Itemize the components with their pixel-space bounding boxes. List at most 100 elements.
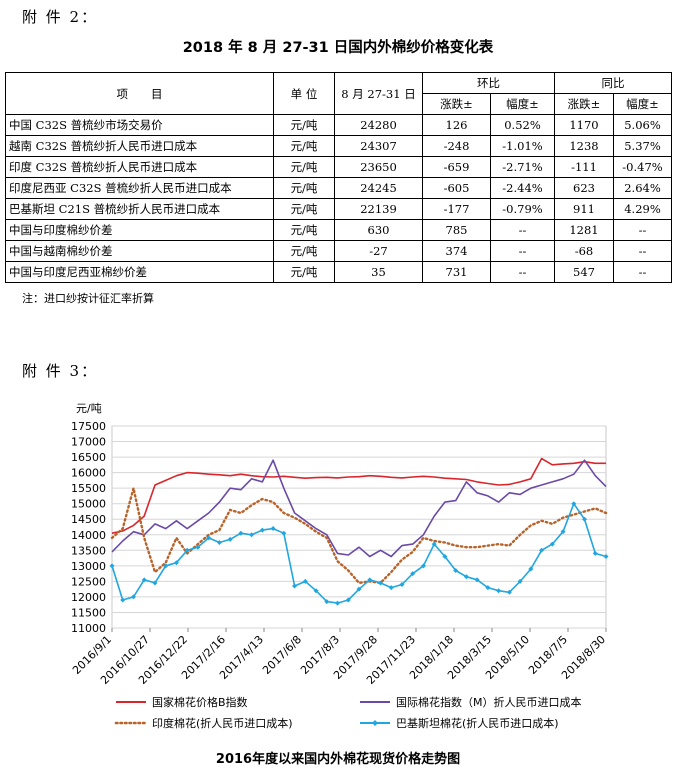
- series-point-3: [335, 600, 341, 606]
- legend-label-3: 巴基斯坦棉花(折人民币进口成本): [396, 716, 559, 730]
- y-axis-label: 元/吨: [76, 402, 102, 415]
- table-row: 巴基斯坦 C21S 普梳纱折人民币进口成本 元/吨 22139 -177 -0.79% 9…: [5, 198, 672, 220]
- series-point-3: [367, 577, 373, 583]
- cell-yoy-rate: 5.37%: [613, 135, 672, 157]
- cell-price: 22139: [334, 198, 423, 220]
- cell-price: 24280: [334, 114, 423, 136]
- cell-yoy-rate: --: [613, 219, 672, 241]
- series-point-3: [238, 530, 244, 536]
- table-note: 注：进口纱按计征汇率折算: [22, 292, 154, 305]
- y-tick-label: 14000: [71, 529, 106, 542]
- series-point-3: [227, 536, 233, 542]
- cell-mom-rate: --: [490, 219, 555, 241]
- cell-mom-rate: -0.79%: [490, 198, 555, 220]
- series-line-0: [111, 457, 606, 534]
- series-point-3: [582, 516, 588, 522]
- series-point-3: [152, 580, 158, 586]
- series-point-3: [249, 532, 255, 538]
- cell-unit: 元/吨: [273, 114, 335, 136]
- series-point-3: [517, 578, 523, 584]
- chart-caption: 2016年度以来国内外棉花现货价格走势图: [215, 752, 461, 767]
- y-tick-label: 14500: [71, 513, 106, 526]
- series-point-3: [281, 530, 287, 536]
- series-point-3: [603, 554, 609, 560]
- series-point-3: [216, 540, 222, 546]
- table-row: 中国与印度棉纱价差 元/吨 630 785 -- 1281 --: [5, 219, 672, 241]
- cell-yoy-rate: -0.47%: [613, 156, 672, 178]
- series-point-3: [259, 527, 265, 533]
- series-point-3: [528, 566, 534, 572]
- attachment-3-label: 附 件 3：: [22, 362, 99, 380]
- series-point-3: [109, 563, 115, 569]
- legend-label-2: 印度棉花(折人民币进口成本): [152, 716, 293, 730]
- series-point-3: [324, 599, 330, 605]
- cell-mom-change: -177: [422, 198, 491, 220]
- table-body: 中国 C32S 普梳纱市场交易价 元/吨 24280 126 0.52% 1170 5.06…: [5, 114, 672, 283]
- cell-name: 中国 C32S 普梳纱市场交易价: [5, 114, 274, 136]
- series-point-3: [173, 560, 179, 566]
- cell-yoy-change: 1238: [554, 135, 614, 157]
- series-point-3: [506, 589, 512, 595]
- header-mom: 环比: [422, 72, 555, 94]
- y-tick-label: 16000: [71, 467, 106, 480]
- series-point-3: [206, 535, 212, 541]
- series-point-3: [356, 586, 362, 592]
- cell-price: 35: [334, 261, 423, 283]
- series-point-3: [431, 541, 437, 547]
- series-point-3: [560, 529, 566, 535]
- table-row: 中国 C32S 普梳纱市场交易价 元/吨 24280 126 0.52% 1170 5.06…: [5, 114, 672, 136]
- series-point-3: [184, 547, 190, 553]
- series-point-3: [496, 588, 502, 594]
- cotton-price-chart: 元/吨 11000 11500 12000 12500 13000 13500 14000 14…: [70, 402, 609, 730]
- cell-price: 630: [334, 219, 423, 241]
- series-point-3: [388, 585, 394, 591]
- cell-yoy-change: 623: [554, 177, 614, 199]
- series-point-3: [474, 577, 480, 583]
- cell-name: 巴基斯坦 C21S 普梳纱折人民币进口成本: [5, 198, 274, 220]
- header-yoy: 同比: [554, 72, 672, 94]
- legend-marker-3: [372, 720, 378, 726]
- attachment-2-label: 附 件 2：: [22, 8, 99, 26]
- cell-yoy-change: -111: [554, 156, 614, 178]
- series-point-3: [420, 563, 426, 569]
- cell-price: -27: [334, 240, 423, 262]
- header-mom-rate: 幅度±: [490, 93, 555, 115]
- series-point-3: [549, 541, 555, 547]
- cell-mom-change: -659: [422, 156, 491, 178]
- legend-label-1: 国际棉花指数（M）折人民币进口成本: [396, 695, 582, 709]
- cell-yoy-rate: --: [613, 240, 672, 262]
- series-point-3: [345, 597, 351, 603]
- series-point-3: [592, 550, 598, 556]
- cell-name: 中国与印度棉纱价差: [5, 219, 274, 241]
- series-point-3: [313, 588, 319, 594]
- series-point-3: [292, 583, 298, 589]
- cell-mom-rate: -2.44%: [490, 177, 555, 199]
- header-item: 项 目: [5, 72, 274, 115]
- cell-mom-change: -248: [422, 135, 491, 157]
- y-tick-label: 15500: [71, 482, 106, 495]
- y-tick-label: 12500: [71, 575, 106, 588]
- y-tick-label: 16500: [71, 451, 106, 464]
- cell-yoy-rate: --: [613, 261, 672, 283]
- header-yoy-change: 涨跌±: [554, 93, 614, 115]
- series-line-1: [111, 459, 607, 558]
- cell-mom-rate: --: [490, 240, 555, 262]
- cell-name: 印度尼西亚 C32S 普梳纱折人民币进口成本: [5, 177, 274, 199]
- cell-mom-rate: -2.71%: [490, 156, 555, 178]
- cell-mom-change: 785: [422, 219, 491, 241]
- header-period: 8 月 27-31 日: [334, 72, 423, 115]
- header-yoy-rate: 幅度±: [613, 93, 672, 115]
- series-point-3: [453, 568, 459, 574]
- cell-mom-change: 731: [422, 261, 491, 283]
- y-tick-label: 11000: [71, 622, 106, 635]
- cell-yoy-rate: 4.29%: [613, 198, 672, 220]
- cell-yoy-change: -68: [554, 240, 614, 262]
- header-mom-change: 涨跌±: [422, 93, 491, 115]
- series-point-3: [410, 571, 416, 577]
- cell-unit: 元/吨: [273, 219, 335, 241]
- y-tick-label: 17000: [71, 436, 106, 449]
- cell-yoy-rate: 2.64%: [613, 177, 672, 199]
- cell-name: 中国与印度尼西亚棉纱价差: [5, 261, 274, 283]
- y-tick-label: 13500: [71, 544, 106, 557]
- series-point-3: [270, 526, 276, 532]
